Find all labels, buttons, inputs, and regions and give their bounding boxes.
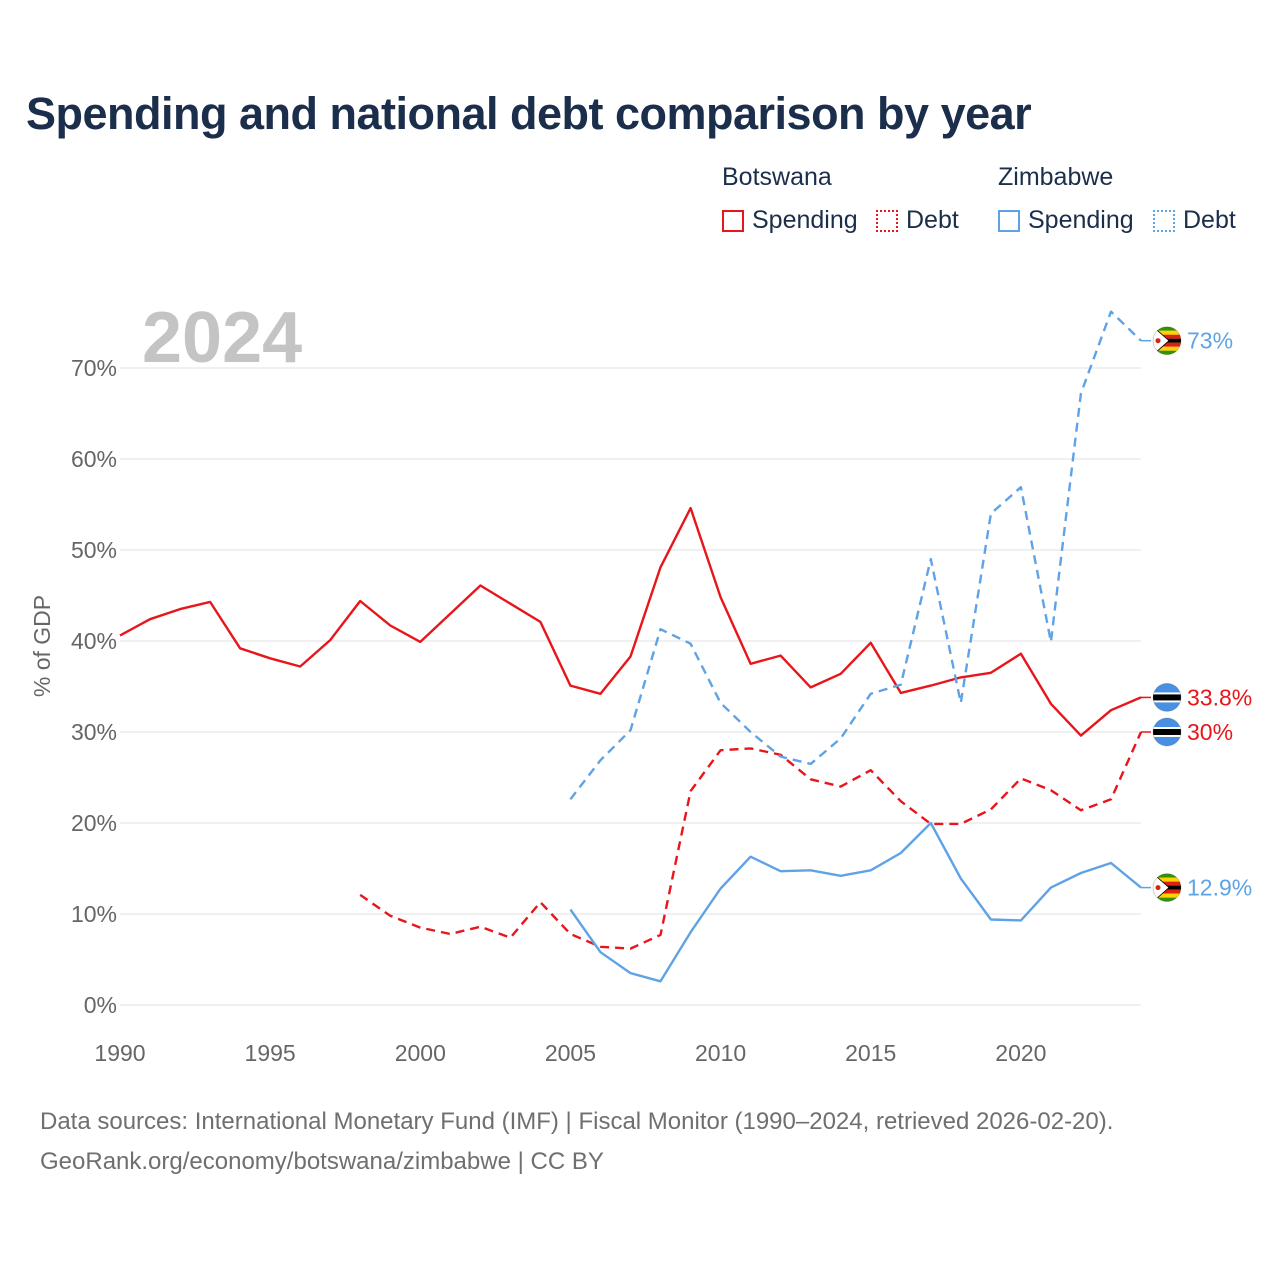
y-tick-label: 50%	[71, 537, 117, 563]
x-tick-label: 2010	[695, 1040, 746, 1066]
botswana-flag-icon	[1152, 717, 1182, 747]
botswana-flag-icon	[1152, 682, 1182, 712]
legend-group-zimbabwe: Zimbabwe	[998, 163, 1114, 191]
y-tick-label: 70%	[71, 355, 117, 381]
y-axis-label: % of GDP	[29, 595, 55, 697]
end-value-label: 12.9%	[1187, 875, 1252, 901]
year-overlay: 2024	[142, 298, 302, 378]
end-markers: 33.8% 30% 12.9% 73%	[1141, 326, 1252, 903]
legend-item-botswana-spending[interactable]: Spending	[722, 206, 858, 235]
zimbabwe-flag-icon	[1152, 873, 1182, 903]
series-line-botswana-debt	[359, 731, 1143, 950]
legend-label: Debt	[1183, 206, 1236, 234]
grid	[120, 367, 1141, 1006]
legend-item-botswana-debt[interactable]: Debt	[876, 206, 959, 235]
x-tick-label: 1995	[245, 1040, 296, 1066]
series-line-zimbabwe-debt	[569, 310, 1142, 801]
chart-title: Spending and national debt comparison by…	[26, 88, 1032, 139]
dotted-line-swatch-icon	[1153, 209, 1175, 232]
axis-ticks: 0% 10% 20% 30% 40% 50% 60% 70% 1990 1995 2000 2005 2…	[71, 355, 1047, 1066]
y-tick-label: 60%	[71, 446, 117, 472]
legend-item-zimbabwe-debt[interactable]: Debt	[1153, 206, 1236, 235]
legend-label: Spending	[1028, 206, 1134, 234]
zimbabwe-flag-icon	[1152, 326, 1182, 356]
x-tick-label: 2005	[545, 1040, 596, 1066]
series	[119, 310, 1143, 983]
y-tick-label: 0%	[84, 992, 117, 1018]
end-value-label: 33.8%	[1187, 684, 1252, 710]
legend-group-botswana: Botswana	[722, 163, 832, 191]
x-tick-label: 1990	[94, 1040, 145, 1066]
x-tick-label: 2000	[395, 1040, 446, 1066]
end-value-label: 30%	[1187, 719, 1233, 745]
legend-label: Spending	[752, 206, 858, 234]
end-value-label: 73%	[1187, 328, 1233, 354]
legend-item-zimbabwe-spending[interactable]: Spending	[998, 206, 1134, 235]
x-tick-label: 2020	[995, 1040, 1046, 1066]
y-tick-label: 40%	[71, 628, 117, 654]
y-tick-label: 20%	[71, 810, 117, 836]
y-tick-label: 30%	[71, 719, 117, 745]
dotted-line-swatch-icon	[876, 209, 898, 232]
solid-line-swatch-icon	[998, 209, 1020, 232]
series-line-botswana-spending	[119, 506, 1142, 737]
footer-credit: GeoRank.org/economy/botswana/zimbabwe | …	[40, 1148, 604, 1175]
series-line-zimbabwe-spending	[569, 821, 1142, 983]
x-tick-label: 2015	[845, 1040, 896, 1066]
legend-label: Debt	[906, 206, 959, 234]
footer-sources: Data sources: International Monetary Fun…	[40, 1108, 1114, 1135]
solid-line-swatch-icon	[722, 209, 744, 232]
y-tick-label: 10%	[71, 901, 117, 927]
